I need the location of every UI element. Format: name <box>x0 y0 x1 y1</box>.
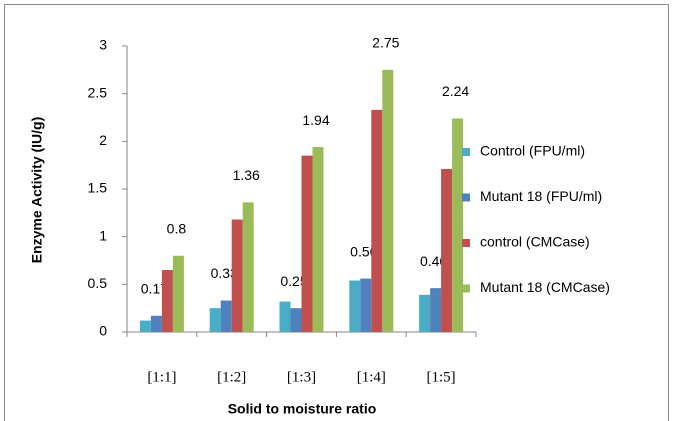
y-tick-label: 0 <box>99 323 107 339</box>
data-label: 0.8 <box>167 220 187 236</box>
data-label: 0.56 <box>350 243 377 259</box>
bar <box>161 270 173 332</box>
data-label: 1.36 <box>233 167 260 183</box>
bar <box>150 315 162 332</box>
bar <box>441 168 453 332</box>
data-label: 1.94 <box>302 112 329 128</box>
bar <box>279 301 291 332</box>
bar <box>360 278 372 332</box>
bar <box>371 109 383 332</box>
bar <box>430 288 442 332</box>
bar <box>301 155 313 332</box>
legend-label: control (CMCase) <box>480 234 590 250</box>
data-label: 0.46 <box>420 253 447 269</box>
y-tick-label: 0.5 <box>88 275 108 291</box>
bar <box>349 280 361 332</box>
y-tick-label: 2.5 <box>88 84 108 100</box>
bar <box>290 308 302 332</box>
y-tick-label: 3 <box>99 37 107 53</box>
legend-swatch <box>462 284 470 293</box>
legend-label: Control (FPU/ml) <box>480 143 585 159</box>
bar <box>242 202 254 332</box>
data-label: 0.17 <box>141 280 168 296</box>
bar <box>209 308 221 332</box>
bar <box>452 118 464 332</box>
legend-swatch <box>462 239 470 247</box>
legend-swatch <box>462 193 470 202</box>
x-tick-label: [1:3] <box>287 369 316 385</box>
bar <box>382 69 394 332</box>
bar <box>172 255 184 332</box>
bar <box>231 219 243 332</box>
x-axis-label: Solid to moisture ratio <box>228 401 377 417</box>
legend-swatch <box>462 148 470 156</box>
x-tick-label: [1:1] <box>147 369 176 385</box>
x-tick-label: [1:4] <box>357 369 386 385</box>
data-label: 2.75 <box>372 35 399 51</box>
data-label: 0.25 <box>280 273 307 289</box>
chart-frame <box>4 4 669 421</box>
legend-label: Mutant 18 (FPU/ml) <box>480 188 602 204</box>
data-label: 2.24 <box>442 83 469 99</box>
x-tick-label: [1:2] <box>217 369 246 385</box>
y-tick-label: 1 <box>99 227 107 243</box>
data-label: 0.33 <box>211 265 238 281</box>
y-tick-label: 2 <box>99 132 107 148</box>
bar <box>220 300 232 332</box>
bar <box>312 147 324 332</box>
y-axis-label: Enzyme Activity (IU/g) <box>29 117 45 264</box>
bar <box>139 320 151 332</box>
x-tick-label: [1:5] <box>427 369 456 385</box>
y-tick-label: 1.5 <box>88 180 108 196</box>
legend-label: Mutant 18 (CMCase) <box>480 279 610 295</box>
bar <box>419 294 431 332</box>
